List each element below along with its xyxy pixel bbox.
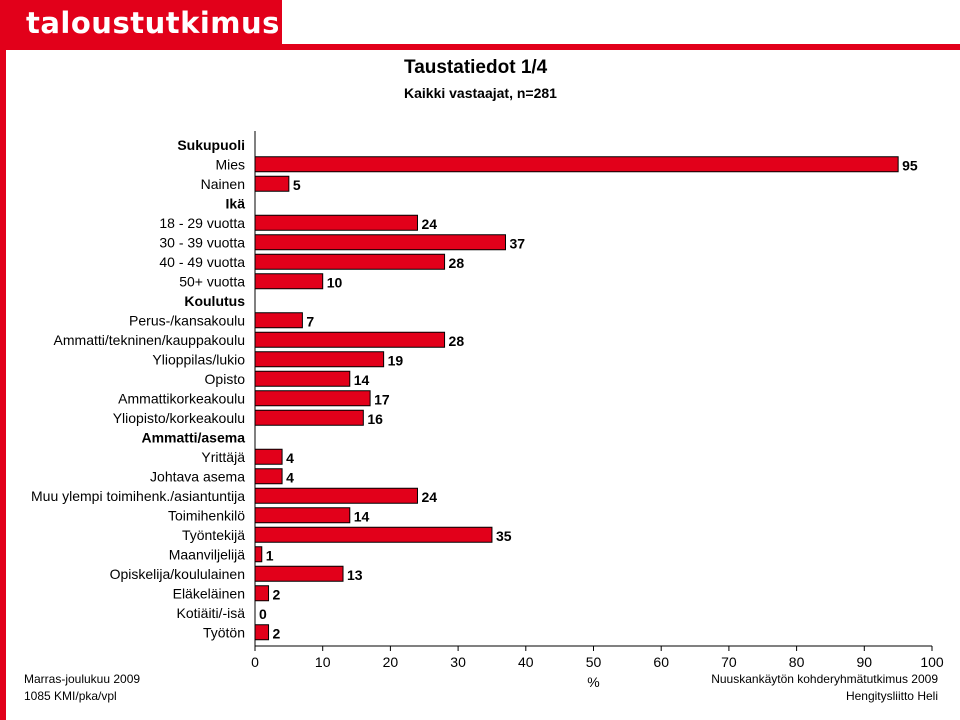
bar: [254, 370, 351, 387]
bar: [254, 331, 446, 348]
bar: [254, 253, 446, 270]
category-label: Ammatti/tekninen/kauppakoulu: [54, 332, 245, 348]
category-label: Työtön: [203, 624, 245, 640]
x-tick-label: 10: [315, 654, 331, 670]
bar: [254, 487, 418, 504]
data-label: 14: [354, 372, 370, 388]
category-label: Kotiäiti/-isä: [177, 605, 246, 621]
data-label: 5: [293, 177, 301, 193]
data-label: 1: [266, 547, 274, 563]
data-label: 17: [374, 391, 390, 407]
data-label: 19: [388, 352, 404, 368]
category-label: 40 - 49 vuotta: [159, 254, 245, 270]
category-heading: Ammatti/asema: [142, 429, 246, 445]
category-label: Opisto: [205, 371, 246, 387]
footer-left: Marras-joulukuu 2009 1085 KMI/pka/vpl: [24, 671, 140, 705]
chart-subtitle: Kaikki vastaajat, n=281: [404, 85, 557, 101]
category-label: Opiskelija/koululainen: [110, 566, 245, 582]
data-label: 4: [286, 469, 294, 485]
bar: [254, 351, 385, 368]
data-label: 14: [354, 508, 370, 524]
bar: [254, 234, 506, 251]
data-label: 95: [902, 157, 918, 173]
category-label: Työntekijä: [182, 527, 245, 543]
bar: [254, 507, 351, 524]
data-label: 2: [273, 625, 281, 641]
footer-right: Nuuskankäytön kohderyhmätutkimus 2009 He…: [711, 671, 938, 705]
x-tick-label: 40: [518, 654, 534, 670]
bar: [254, 448, 283, 465]
category-label: 18 - 29 vuotta: [159, 215, 245, 231]
header-rule: [282, 44, 960, 50]
data-label: 7: [306, 313, 314, 329]
side-rule: [0, 50, 6, 720]
category-label: 50+ vuotta: [179, 273, 245, 289]
x-tick-label: 90: [857, 654, 873, 670]
category-label: Muu ylempi toimihenk./asiantuntija: [31, 488, 245, 504]
data-label: 35: [496, 528, 512, 544]
bar: [254, 312, 303, 329]
footer-client: Hengitysliitto Heli: [845, 689, 938, 703]
data-label: 28: [449, 333, 465, 349]
category-label: Perus-/kansakoulu: [129, 312, 245, 328]
category-label: Mies: [215, 156, 245, 172]
data-label: 37: [509, 235, 525, 251]
brand-logo: taloustutkimus oy: [0, 0, 282, 74]
category-label: Yliopisto/korkeakoulu: [113, 410, 245, 426]
data-label: 2: [273, 586, 281, 602]
category-label: Nainen: [201, 176, 245, 192]
x-tick-label: 30: [450, 654, 466, 670]
bar: [254, 468, 283, 485]
data-label: 13: [347, 567, 363, 583]
bar: [254, 409, 364, 426]
category-label: Yrittäjä: [201, 449, 245, 465]
chart-title: Taustatiedot 1/4: [404, 57, 548, 78]
footer-date: Marras-joulukuu 2009: [24, 672, 141, 686]
data-label: 24: [421, 489, 437, 505]
bar: [254, 585, 270, 602]
category-label: Ammattikorkeakoulu: [118, 390, 245, 406]
category-heading: Koulutus: [184, 293, 245, 309]
category-label: Eläkeläinen: [173, 585, 245, 601]
x-tick-label: 70: [721, 654, 737, 670]
data-label: 0: [259, 606, 267, 622]
category-heading: Ikä: [226, 195, 246, 211]
x-tick-label: 50: [586, 654, 602, 670]
bar: [254, 175, 290, 192]
data-label: 4: [286, 450, 294, 466]
footer-code: 1085 KMI/pka/vpl: [24, 689, 117, 703]
data-label: 10: [327, 274, 343, 290]
bar: [254, 390, 371, 407]
x-tick-label: 80: [789, 654, 805, 670]
footer-study: Nuuskankäytön kohderyhmätutkimus 2009: [711, 672, 938, 686]
category-label: Toimihenkilö: [168, 507, 245, 523]
bar: [254, 273, 324, 290]
x-tick-label: 60: [653, 654, 669, 670]
bar: [254, 624, 270, 641]
bar: [254, 565, 344, 582]
bar: [254, 214, 418, 231]
category-label: Maanviljelijä: [169, 546, 245, 562]
x-axis-label: %: [587, 674, 599, 690]
bar: [254, 526, 493, 543]
category-label: Johtava asema: [150, 468, 245, 484]
brand-logo-text: taloustutkimus oy: [26, 6, 280, 74]
x-tick-label: 0: [251, 654, 259, 670]
data-label: 24: [421, 216, 437, 232]
bar: [254, 156, 899, 173]
category-label: Ylioppilas/lukio: [152, 351, 245, 367]
x-tick-label: 100: [920, 654, 944, 670]
data-label: 16: [367, 411, 383, 427]
x-tick-label: 20: [383, 654, 399, 670]
data-label: 28: [449, 255, 465, 271]
bar: [254, 546, 263, 563]
category-heading: Sukupuoli: [177, 137, 245, 153]
category-label: 30 - 39 vuotta: [159, 234, 245, 250]
